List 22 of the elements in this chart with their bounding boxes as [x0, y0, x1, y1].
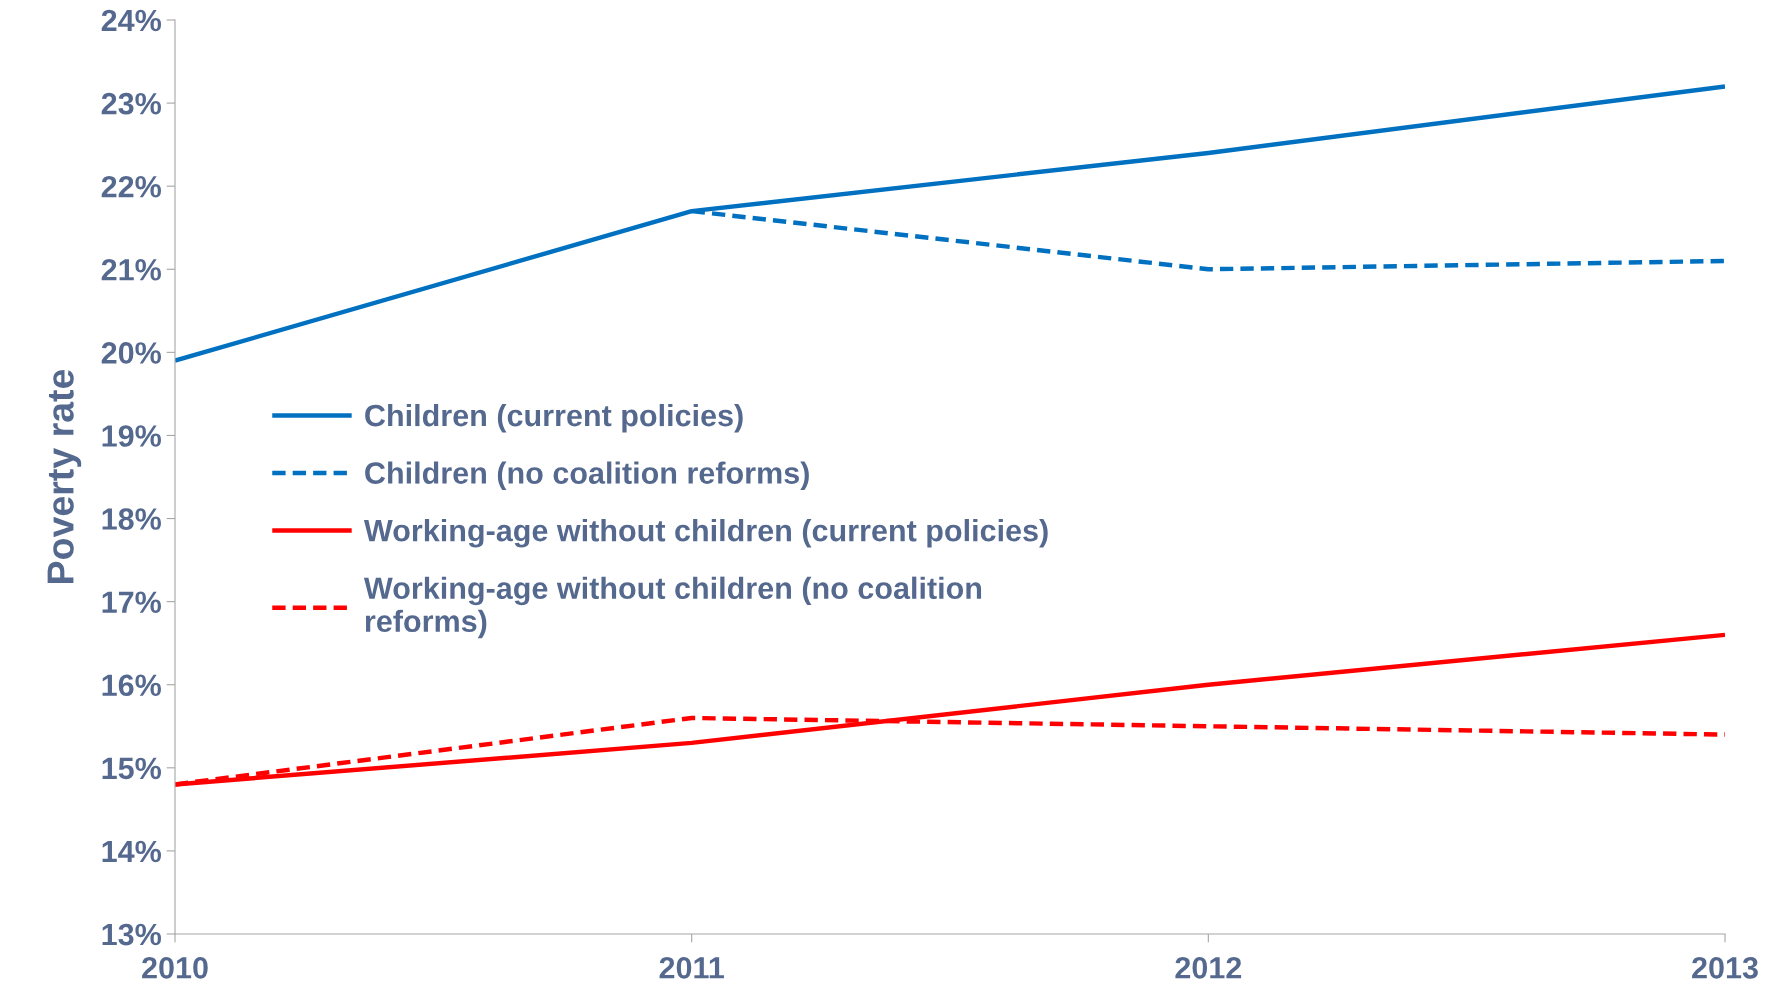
y-tick-label: 21% — [101, 259, 161, 281]
legend-label: Children (current policies) — [365, 403, 743, 433]
x-tick-label: 2010 — [142, 957, 208, 979]
x-tick-label: 2013 — [1692, 957, 1758, 979]
y-tick-label: 16% — [102, 674, 161, 697]
y-axis-title: Poverty rate — [47, 369, 82, 583]
y-tick-label: 13% — [102, 923, 161, 946]
y-tick-label: 17% — [102, 591, 161, 613]
legend-label: Working-age without children (current policies) — [363, 518, 1048, 548]
legend-label: Children (no coalition reforms) — [365, 461, 809, 490]
y-tick-label: 15% — [102, 757, 161, 780]
y-tick-label: 18% — [102, 508, 161, 530]
x-tick-label: 2011 — [659, 957, 724, 979]
legend-label: Working-age without children (no coalition reforms) — [363, 576, 982, 639]
y-tick-label: 23% — [101, 92, 161, 115]
y-tick-label: 20% — [101, 342, 161, 364]
y-tick-label: 14% — [102, 840, 161, 863]
y-tick-label: 19% — [102, 425, 161, 447]
y-tick-label: 24% — [101, 9, 161, 32]
line-series — [175, 84, 1725, 363]
y-tick-label: 22% — [101, 175, 161, 198]
x-tick-label: 2012 — [1175, 957, 1242, 979]
